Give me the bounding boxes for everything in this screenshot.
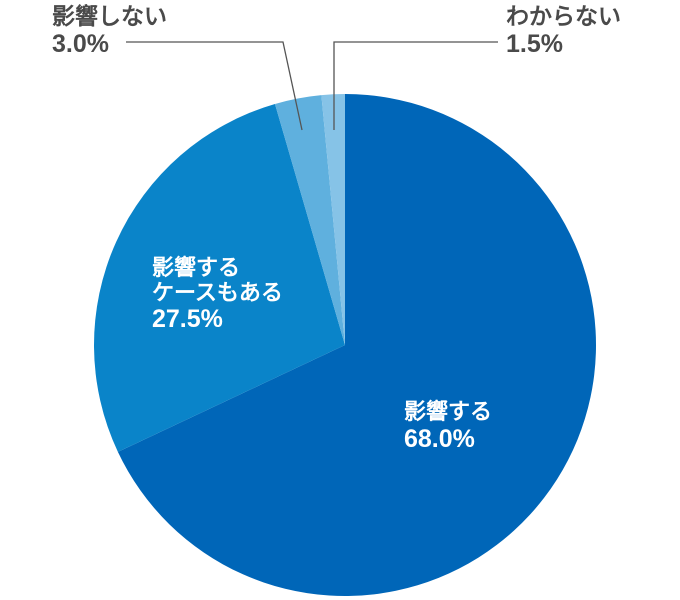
label-impact-pct: 68.0% <box>404 424 475 453</box>
slice-impact <box>117 94 596 596</box>
label-sometimes-impact-pct: 27.5% <box>152 305 223 334</box>
label-no-impact-pct: 3.0% <box>52 29 109 58</box>
label-impact: 影響する 68.0% <box>404 399 493 453</box>
slice-unknown <box>321 94 345 345</box>
label-no-impact-text: 影響しない <box>52 3 167 29</box>
label-no-impact: 影響しない 3.0% <box>52 3 167 58</box>
label-unknown-text: わからない <box>506 3 621 29</box>
leader-line-no-impact <box>126 41 303 131</box>
leader-line-unknown <box>333 41 498 130</box>
label-sometimes-impact-line2: ケースもある <box>152 279 283 305</box>
label-sometimes-impact-line1: 影響する <box>152 255 241 280</box>
label-impact-text: 影響する <box>404 399 493 424</box>
label-sometimes-impact: 影響する ケースもある 27.5% <box>152 255 283 334</box>
slice-no-impact <box>274 95 345 345</box>
slice-sometimes-impact <box>93 103 346 452</box>
label-unknown: わからない 1.5% <box>506 3 621 58</box>
pie-slices <box>93 94 596 596</box>
label-unknown-pct: 1.5% <box>506 29 563 58</box>
